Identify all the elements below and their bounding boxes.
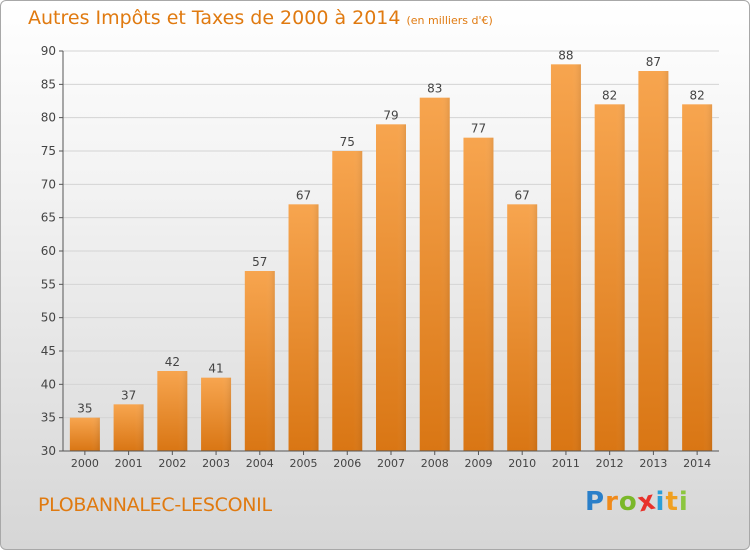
x-tick-label: 2005: [290, 457, 318, 470]
x-tick-label: 2004: [246, 457, 274, 470]
bar-value-label: 88: [558, 48, 573, 62]
x-tick-label: 2014: [683, 457, 711, 470]
place-name: PLOBANNALEC-LESCONIL: [38, 494, 272, 516]
bar-value-label: 37: [121, 388, 136, 402]
y-tick-label: 65: [41, 211, 56, 225]
logo-letter: t: [665, 487, 679, 517]
logo-letter: P: [585, 487, 606, 517]
y-tick-label: 80: [41, 111, 56, 125]
y-tick-label: 30: [41, 444, 56, 458]
x-tick-label: 2013: [639, 457, 667, 470]
bar-value-label: 82: [602, 88, 617, 102]
x-tick-label: 2003: [202, 457, 230, 470]
y-tick-label: 50: [41, 311, 56, 325]
bar-shade: [550, 64, 581, 452]
x-tick-label: 2010: [508, 457, 536, 470]
bar-shade: [113, 404, 144, 451]
bar-value-label: 41: [208, 362, 223, 376]
bar-value-label: 87: [646, 55, 661, 69]
bar-shade: [376, 124, 406, 451]
bar-shade: [682, 104, 713, 451]
y-tick-label: 90: [41, 44, 56, 58]
bar-shade: [157, 371, 188, 451]
x-tick-label: 2000: [71, 457, 99, 470]
y-tick-label: 70: [41, 177, 56, 191]
chart-title-block: Autres Impôts et Taxes de 2000 à 2014 (en…: [28, 7, 493, 29]
bar-value-label: 57: [252, 255, 267, 269]
proxiti-logo: Proxiti: [585, 485, 689, 518]
bar-value-label: 83: [427, 82, 442, 96]
bar-shade: [507, 204, 538, 451]
y-tick-label: 35: [41, 411, 56, 425]
x-tick-label: 2007: [377, 457, 405, 470]
bar-value-label: 77: [471, 122, 486, 136]
logo-letter: r: [605, 487, 619, 517]
bar-shade: [594, 104, 625, 451]
y-tick-label: 45: [41, 344, 56, 358]
x-tick-label: 2011: [552, 457, 580, 470]
bar-shade: [244, 271, 275, 451]
y-tick-label: 60: [41, 244, 56, 258]
x-tick-label: 2001: [115, 457, 143, 470]
x-tick-label: 2002: [158, 457, 186, 470]
x-tick-label: 2012: [596, 457, 624, 470]
bar-value-label: 79: [383, 108, 398, 122]
logo-letter: i: [678, 487, 689, 517]
bar-shade: [288, 204, 319, 451]
bar-value-label: 67: [515, 188, 530, 202]
logo-letter: i: [655, 487, 666, 517]
unit-note: (en milliers d'€): [406, 14, 493, 27]
logo-letter: o: [618, 487, 638, 517]
y-tick-label: 40: [41, 377, 56, 391]
bar-value-label: 75: [340, 135, 355, 149]
bar-shade: [419, 97, 450, 452]
y-tick-label: 75: [41, 144, 56, 158]
x-tick-label: 2006: [333, 457, 361, 470]
y-tick-label: 55: [41, 277, 56, 291]
bar-shade: [463, 137, 494, 451]
bar-shade: [201, 377, 232, 451]
bar-shade: [69, 417, 100, 451]
y-tick-label: 85: [41, 77, 56, 91]
x-tick-label: 2008: [421, 457, 449, 470]
chart-title: Autres Impôts et Taxes de 2000 à 2014: [28, 7, 401, 29]
bar-shade: [638, 71, 669, 451]
bar-shade: [332, 151, 363, 451]
bar-value-label: 35: [77, 402, 92, 416]
bar-value-label: 42: [165, 355, 180, 369]
bar-value-label: 67: [296, 188, 311, 202]
bar-value-label: 82: [689, 88, 704, 102]
x-tick-label: 2009: [464, 457, 492, 470]
